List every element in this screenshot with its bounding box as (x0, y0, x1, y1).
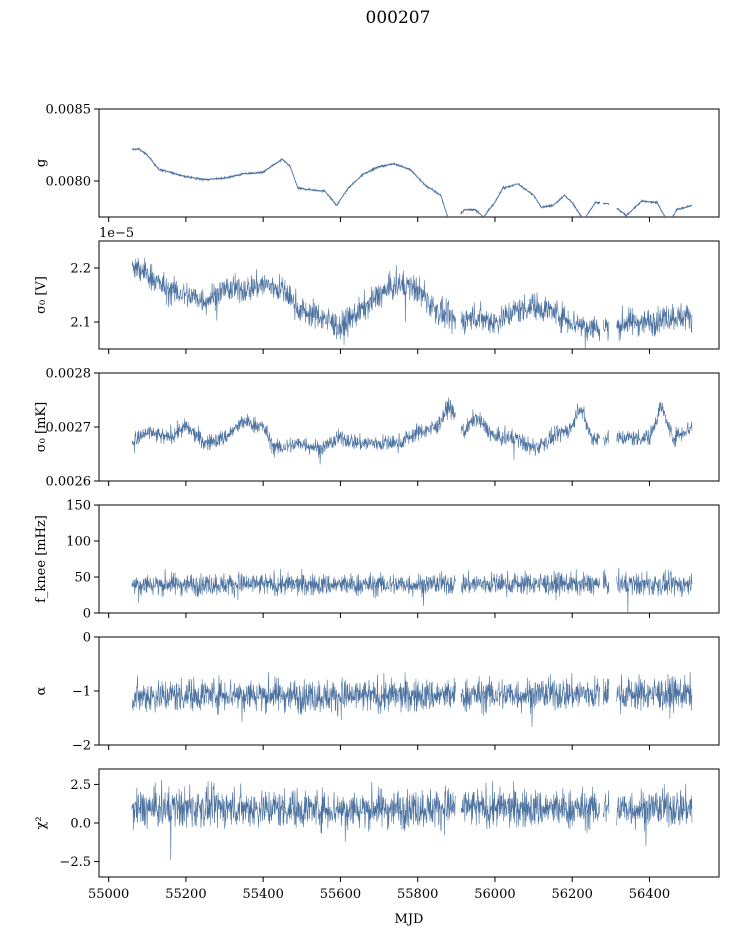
y-tick-label: −2.5 (59, 855, 91, 870)
panel-g: 0.0085 0.0080 g (34, 103, 720, 222)
y-axis-label: χ² (34, 816, 49, 829)
y-tick-label: 0.0 (70, 817, 91, 832)
y-tick-label: 2.1 (70, 316, 91, 331)
y-axis-label: f_knee [mHz] (34, 515, 49, 603)
panel-frame (98, 504, 720, 614)
y-axis-label: α (34, 686, 49, 695)
panel-frame (98, 240, 720, 350)
y-tick-label: 0.0085 (46, 103, 92, 118)
y-axis-label: σ₀ [V] (34, 276, 49, 314)
series-line-chi2 (131, 779, 693, 860)
axis-offset-text: 1e−5 (99, 226, 134, 241)
series-line-g (131, 147, 693, 217)
series-line-fknee (131, 567, 693, 613)
x-tick-label: 55400 (242, 887, 283, 902)
series-line-sigma0-mk (131, 397, 693, 465)
panel-alpha: 0 −1 −2 α (34, 631, 720, 754)
y-tick-label: 0 (83, 631, 91, 646)
y-tick-label: 100 (66, 535, 91, 550)
x-tick-label: 55600 (320, 887, 361, 902)
x-axis-label: MJD (395, 912, 424, 927)
y-tick-label: 0.0027 (46, 421, 92, 436)
x-tick-label: 55000 (88, 887, 129, 902)
x-tick-label: 56400 (629, 887, 670, 902)
y-tick-label: 2.2 (70, 262, 91, 277)
panel-sigma0-mk: 0.0028 0.0027 0.0026 σ₀ [mK] (34, 367, 720, 490)
x-tick-label: 55800 (397, 887, 438, 902)
panel-frame (98, 372, 720, 482)
x-tick-label: 55200 (165, 887, 206, 902)
panel-frame (98, 108, 720, 218)
panel-chi2: 2.5 0.0 −2.5 55000 55200 55400 55600 55800 56000… (34, 768, 720, 902)
series-line-alpha (131, 671, 693, 727)
series-line-sigma0-v (131, 257, 693, 349)
chart-title: 000207 (366, 8, 431, 28)
y-tick-label: 2.5 (70, 778, 91, 793)
y-tick-label: 0.0026 (46, 475, 92, 490)
panel-sigma0-v: 2.2 2.1 σ₀ [V] 1e−5 (34, 226, 720, 354)
y-tick-label: −1 (72, 685, 91, 700)
y-tick-label: 50 (74, 571, 91, 586)
y-axis-label: σ₀ [mK] (34, 402, 49, 452)
y-tick-label: 0.0028 (46, 367, 92, 382)
y-axis-label: g (34, 159, 49, 167)
x-tick-label: 56200 (552, 887, 593, 902)
y-tick-label: 150 (66, 499, 91, 514)
y-tick-label: 0.0080 (46, 175, 92, 190)
x-tick-label: 56000 (474, 887, 515, 902)
panel-fknee: 150 100 50 0 f_knee [mHz] (34, 499, 720, 622)
y-tick-label: −2 (72, 739, 91, 754)
y-tick-label: 0 (83, 607, 91, 622)
